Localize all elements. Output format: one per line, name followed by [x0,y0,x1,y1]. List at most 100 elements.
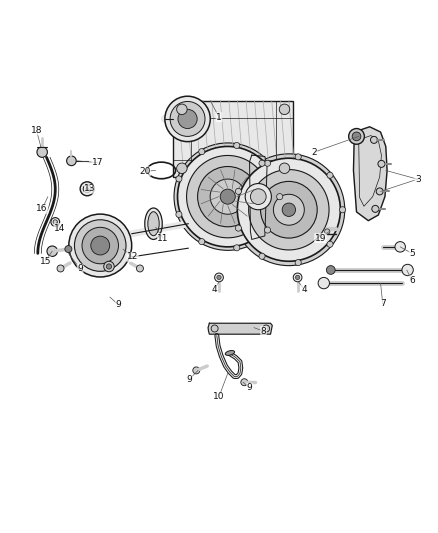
Polygon shape [250,155,267,239]
Circle shape [325,229,330,234]
Text: 17: 17 [92,158,103,167]
Circle shape [69,214,132,277]
Text: 16: 16 [36,204,48,213]
Circle shape [318,277,329,289]
Circle shape [199,149,205,155]
Circle shape [259,160,265,166]
Circle shape [259,253,265,260]
Ellipse shape [148,212,159,236]
Ellipse shape [225,351,235,356]
Text: 12: 12 [127,253,138,261]
Circle shape [371,136,378,143]
Circle shape [279,163,290,174]
Text: 8: 8 [261,327,266,336]
Circle shape [177,104,187,115]
Circle shape [295,154,301,160]
Circle shape [265,227,271,233]
Circle shape [277,193,283,200]
Circle shape [91,236,110,255]
Circle shape [47,246,57,256]
Circle shape [234,245,240,251]
Text: 11: 11 [157,233,169,243]
Text: 7: 7 [380,299,385,308]
Text: 14: 14 [54,223,65,232]
Circle shape [86,188,88,190]
Text: 9: 9 [247,383,252,392]
Text: 18: 18 [31,126,42,135]
Circle shape [217,275,221,280]
Polygon shape [353,127,387,221]
Text: 15: 15 [39,257,51,266]
Circle shape [211,325,218,332]
Circle shape [57,265,64,272]
Circle shape [251,189,266,205]
Circle shape [53,220,57,224]
Circle shape [265,160,271,166]
Circle shape [67,156,76,166]
Circle shape [83,185,91,193]
Circle shape [106,264,112,269]
Circle shape [376,188,383,195]
Circle shape [235,225,241,231]
Text: 9: 9 [187,375,192,384]
Text: 9: 9 [116,301,121,310]
Circle shape [349,128,364,144]
Text: 2: 2 [311,148,317,157]
Circle shape [51,217,60,227]
Circle shape [210,179,245,214]
Circle shape [176,212,182,217]
Text: 10: 10 [213,392,225,401]
Circle shape [215,273,223,282]
Circle shape [74,220,126,271]
Circle shape [37,147,47,157]
Circle shape [339,207,346,213]
Circle shape [378,160,385,167]
Circle shape [174,143,282,251]
Circle shape [245,183,272,210]
Circle shape [176,176,182,182]
Text: 19: 19 [314,233,326,243]
Text: 9: 9 [77,264,83,273]
Circle shape [177,163,187,174]
Bar [173,101,293,177]
Circle shape [249,169,329,250]
Ellipse shape [145,208,162,239]
Circle shape [220,189,235,204]
Circle shape [295,275,300,280]
Circle shape [165,96,210,142]
Circle shape [80,182,94,196]
Text: 13: 13 [85,184,96,193]
Circle shape [293,273,302,282]
Circle shape [282,203,296,216]
Circle shape [137,265,143,272]
Circle shape [198,166,258,227]
Circle shape [295,260,301,265]
Circle shape [327,172,333,178]
Text: 5: 5 [409,249,415,258]
Circle shape [402,264,413,276]
Circle shape [326,265,335,274]
Text: 1: 1 [216,112,222,122]
Circle shape [279,104,290,115]
Circle shape [237,158,340,261]
Text: 6: 6 [409,276,415,285]
Polygon shape [208,323,272,334]
Circle shape [82,227,118,264]
Circle shape [65,246,72,253]
Text: 4: 4 [301,285,307,294]
Circle shape [178,109,197,128]
Circle shape [273,195,304,225]
Circle shape [235,188,241,195]
Circle shape [372,205,379,212]
Circle shape [199,239,205,245]
Circle shape [233,154,345,265]
Circle shape [327,241,333,247]
Circle shape [170,101,205,136]
Circle shape [261,181,317,238]
Circle shape [193,367,200,374]
Circle shape [352,132,361,141]
Circle shape [395,241,406,252]
Text: 20: 20 [139,167,151,176]
Circle shape [241,379,248,386]
Circle shape [263,325,270,332]
